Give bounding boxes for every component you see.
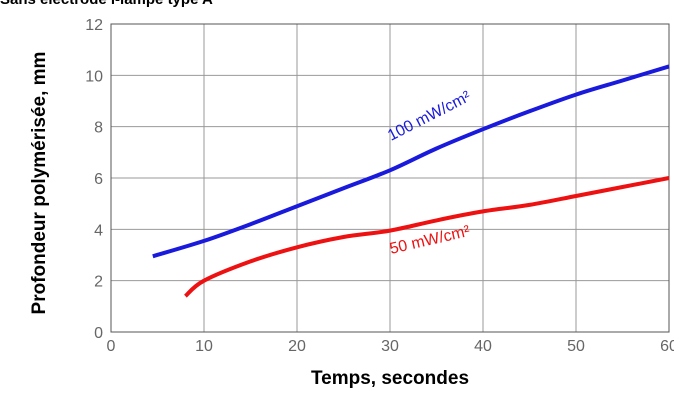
- series-lines: [152, 64, 670, 298]
- x-tick-label: 50: [567, 338, 585, 355]
- x-tick-label: 30: [381, 338, 399, 355]
- x-tick-label: 20: [288, 338, 306, 355]
- y-axis-title: Profondeur polymérisée, mm: [29, 52, 50, 315]
- tick-labels: 0 10 20 30 40 50 60 0 2 4 6 8 10 12: [85, 17, 674, 355]
- x-axis-title: Temps, secondes: [311, 368, 469, 389]
- page-title: Sans électrode i-lampe type A: [0, 0, 213, 8]
- x-tick-label: 10: [195, 338, 213, 355]
- y-tick-label: 0: [94, 325, 103, 342]
- y-tick-label: 10: [85, 68, 103, 85]
- x-tick-label: 0: [107, 338, 116, 355]
- series-line-100mw: [152, 64, 670, 259]
- y-tick-label: 8: [94, 120, 103, 137]
- series-line-50mw: [184, 176, 670, 298]
- x-tick-label: 60: [660, 338, 674, 355]
- y-tick-label: 12: [85, 17, 103, 34]
- y-tick-label: 4: [94, 222, 103, 239]
- y-tick-label: 6: [94, 171, 103, 188]
- x-tick-label: 40: [474, 338, 492, 355]
- y-tick-label: 2: [94, 274, 103, 291]
